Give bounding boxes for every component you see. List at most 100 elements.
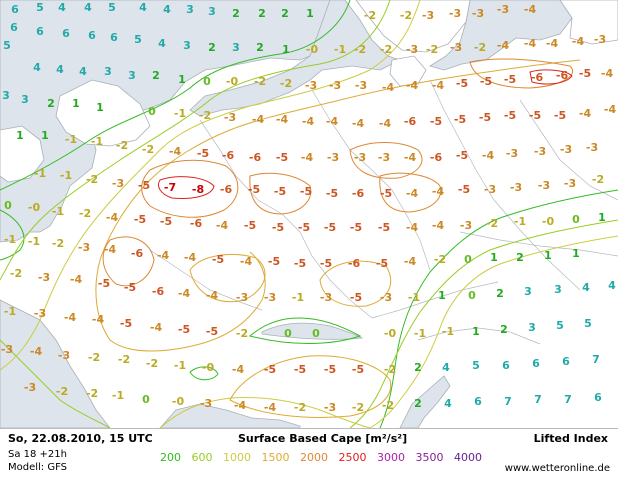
lifted-index-value: -4 [604,103,617,116]
lifted-index-value: 3 [183,39,191,52]
lifted-index-value: -5 [554,109,566,122]
lifted-index-value: -5 [350,291,362,304]
isoline-2500 [158,176,215,199]
isoline-200 [248,317,362,344]
lifted-index-value: -3 [327,151,339,164]
lifted-index-value: -1 [65,133,77,146]
legend-item-1000: 1000 [223,451,251,464]
lifted-index-value: 1 [178,73,186,86]
lifted-index-value: 2 [500,323,508,336]
mediterranean-sea [159,403,301,428]
isoline-1500 [229,355,392,418]
lifted-index-value: -0 [28,201,41,214]
lifted-index-value: 0 [468,289,476,302]
lifted-index-value: -1 [112,389,124,402]
adriatic-sea [399,375,451,428]
lifted-index-value: 3 [186,3,194,16]
lifted-index-value: -3 [510,181,522,194]
lifted-index-value: 2 [516,251,524,264]
lifted-index-value: -2 [254,75,266,88]
denmark [389,55,427,87]
lifted-index-value: -3 [236,291,248,304]
lifted-index-value: -3 [58,349,70,362]
lifted-index-value: -5 [298,221,310,234]
lifted-index-value: -5 [98,277,110,290]
lifted-index-value: -1 [4,233,16,246]
lifted-index-value: -3 [594,33,606,46]
lifted-index-value: -3 [324,401,336,414]
lifted-index-value: -5 [268,255,280,268]
lifted-index-value: -4 [524,37,537,50]
ireland [0,125,45,183]
lifted-index-value: 0 [4,199,12,212]
lifted-index-value: -4 [301,151,314,164]
lifted-index-value: 2 [258,7,266,20]
lifted-index-value: 6 [594,391,602,404]
lifted-index-value: -2 [236,327,248,340]
isoline-2500 [529,69,573,85]
lifted-index-value: -4 [379,117,392,130]
lifted-index-value: -4 [92,313,105,326]
lifted-index-value: 3 [524,285,532,298]
map-footer: So, 22.08.2010, 15 UTC Sa 18 +21h Modell… [0,428,618,478]
lifted-index-value: 0 [572,213,580,226]
isoline-600 [0,0,391,281]
lifted-index-value: -5 [294,363,306,376]
lifted-index-value: -5 [178,323,190,336]
lifted-index-value: -6 [152,285,165,298]
isoline-2000 [141,159,239,218]
lifted-index-value: -5 [120,317,132,330]
lifted-index-value: 4 [79,65,87,78]
lifted-index-value: -5 [294,257,306,270]
lifted-index-value: -6 [131,247,144,260]
lifted-index-value: 6 [62,27,70,40]
lifted-index-value: -3 [460,219,472,232]
lifted-index-value: -4 [601,67,614,80]
lifted-index-value: 4 [444,397,452,410]
lifted-index-value: -6 [190,217,203,230]
isoline-1500 [95,59,581,352]
lifted-index-value: 1 [544,249,552,262]
lifted-index-value: -4 [382,81,395,94]
lifted-index-value: -0 [306,43,319,56]
lifted-index-value: 1 [472,325,480,338]
lifted-index-value: -4 [157,249,170,262]
lifted-index-value: 0 [148,105,156,118]
lifted-index-value: -5 [454,113,466,126]
lifted-index-value: -0 [202,361,215,374]
lifted-index-value: -4 [404,255,417,268]
lifted-index-value: 4 [58,1,66,14]
lifted-index-value: -4 [482,149,495,162]
isoline-200 [189,366,219,381]
lifted-index-value: -5 [206,325,218,338]
lifted-index-value: -1 [414,327,426,340]
lake-geneva [261,322,364,340]
lifted-index-value: -4 [178,287,191,300]
lifted-index-value: -3 [450,41,462,54]
lifted-index-value: -1 [442,325,454,338]
lifted-index-value: -5 [579,67,591,80]
lifted-index-value: -3 [24,381,36,394]
isoline-600 [349,219,618,428]
lifted-index-value: 6 [502,359,510,372]
british-isles [55,79,151,147]
lifted-index-value: -4 [352,117,365,130]
lifted-index-value: -1 [334,43,346,56]
lifted-index-value: 6 [532,357,540,370]
lifted-index-value: -1 [408,291,420,304]
lifted-index-value: -6 [531,71,544,84]
lifted-index-value: 1 [96,101,104,114]
lifted-index-value: -2 [294,401,306,414]
lifted-index-value: -3 [484,183,496,196]
lifted-index-value: -2 [118,353,130,366]
lifted-index-value: 7 [534,393,542,406]
lifted-index-value: -4 [106,211,119,224]
lifted-index-value: 7 [504,395,512,408]
lifted-index-value: 2 [208,41,216,54]
isoline-1500 [189,253,266,303]
lifted-index-value: -2 [52,237,64,250]
lifted-index-value: -1 [174,107,186,120]
lifted-index-value: -5 [458,183,470,196]
lifted-index-value: 3 [232,41,240,54]
lifted-index-value: 1 [490,251,498,264]
